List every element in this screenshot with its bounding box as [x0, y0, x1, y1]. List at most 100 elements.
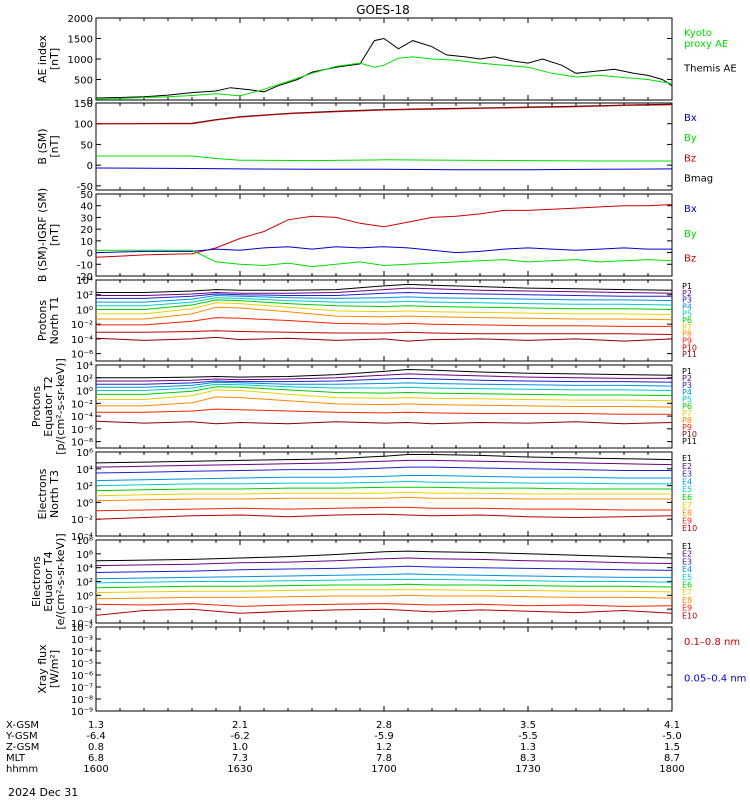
axis-row-value: 1.3: [520, 742, 536, 753]
y-tick-label: 10⁴: [76, 361, 93, 372]
legend-entry: P10: [682, 430, 697, 439]
axis-row-value: 1.2: [376, 742, 392, 753]
axis-row-value: 2.1: [232, 720, 248, 731]
legend-entry: P3: [682, 296, 692, 305]
panel-bsm: -50 0 50 100 150 B (SM) [nT] Bx By Bz Bmag: [36, 99, 713, 193]
y-tick-label: 10⁻⁶: [71, 425, 93, 436]
axis-row-value: 1630: [227, 764, 252, 775]
y-tick-label: 10⁻⁴: [71, 647, 93, 658]
series-p4: [96, 381, 673, 388]
axis-row-value: -5.5: [518, 731, 538, 742]
panel-xray: 10⁻⁹10⁻⁸10⁻⁷10⁻⁶10⁻⁵10⁻⁴10⁻³10⁻² Xray flu…: [36, 623, 746, 718]
axis-row-value: 6.8: [88, 753, 104, 764]
axis-row-value: 3.5: [520, 720, 536, 731]
series-themis-ae: [95, 37, 673, 99]
legend-entry: P4: [682, 302, 692, 311]
y-tick-label: 10: [80, 237, 93, 248]
legend-entry: E2: [682, 462, 692, 471]
axis-row-value: 2.8: [376, 720, 392, 731]
series-p1: [96, 368, 673, 379]
series-e5: [95, 480, 672, 487]
series-e9: [95, 603, 673, 607]
axis-row-value: 1600: [83, 764, 108, 775]
y-axis-label: Equator T2: [42, 376, 55, 436]
legend-entry: E6: [682, 581, 692, 590]
y-tick-label: 100: [74, 120, 93, 131]
series-by: [96, 249, 673, 268]
y-tick-label: 2000: [68, 14, 93, 25]
series-e6: [95, 583, 673, 589]
y-tick-label: -50: [77, 182, 93, 193]
y-tick-label: -10: [77, 260, 93, 271]
y-axis-label: [e/(cm²-s-sr-keV)]: [54, 533, 67, 629]
y-axis-label: B (SM): [36, 128, 49, 164]
y-tick-label: 10⁰: [76, 498, 93, 509]
axis-row-value: 0.8: [88, 742, 104, 753]
plot-title: GOES-18: [356, 3, 410, 17]
axis-row-value: 4.1: [664, 720, 680, 731]
y-tick-label: 10²: [76, 578, 93, 589]
series-e1: [95, 550, 673, 562]
y-tick-label: 0: [87, 96, 93, 107]
legend-entry: Bmag: [684, 174, 713, 185]
y-axis-label: Electrons: [36, 468, 49, 519]
series-p6: [96, 386, 673, 397]
series-by: [96, 155, 672, 162]
legend-entry: Kyoto: [684, 28, 712, 39]
legend-entry: E10: [682, 611, 697, 620]
y-tick-label: 10⁻²: [71, 623, 93, 634]
legend-entry: By: [684, 229, 697, 240]
y-tick-label: 10⁻²: [71, 515, 93, 526]
y-tick-label: 10⁻⁹: [71, 707, 93, 718]
y-tick-label: 10⁴: [76, 564, 93, 575]
legend-entry: P6: [682, 402, 692, 411]
legend-entry: E3: [682, 557, 692, 566]
legend-entry: E2: [682, 550, 692, 559]
legend-entry: E9: [682, 604, 692, 613]
legend-entry: P3: [682, 381, 692, 390]
y-axis-label: Protons: [36, 300, 49, 341]
panel-frame: [95, 626, 673, 712]
y-tick-label: 10⁶: [76, 448, 93, 459]
series-p10: [95, 420, 673, 425]
legend-entry: E8: [682, 509, 692, 518]
axis-row-value: -5.9: [374, 731, 394, 742]
y-tick-label: 10⁻²: [71, 605, 93, 616]
legend-entry: 0.1–0.8 nm: [684, 637, 740, 648]
y-tick-label: 500: [74, 76, 93, 87]
y-tick-label: 10²: [76, 482, 93, 493]
legend-entry: P9: [682, 423, 692, 432]
series-e1: [95, 454, 673, 464]
y-tick-label: 1500: [68, 35, 93, 46]
y-tick-label: 10⁻²: [71, 320, 93, 331]
legend-entry: E6: [682, 493, 692, 502]
y-tick-label: 50: [80, 190, 93, 201]
series-e8: [95, 496, 672, 502]
y-tick-label: 10²: [76, 291, 93, 302]
legend-entry: P11: [682, 350, 697, 359]
legend-entry: P9: [682, 337, 692, 346]
axis-row-value: -6.2: [230, 731, 250, 742]
legend-entry: proxy AE: [684, 39, 728, 50]
axis-row-value: 1.0: [232, 742, 248, 753]
legend-entry: Bz: [684, 254, 696, 265]
y-axis-label: Protons: [30, 386, 43, 427]
series-p2: [96, 287, 673, 296]
series-bz: [95, 204, 673, 258]
axis-row-value: -5.0: [662, 731, 682, 742]
series-e7: [95, 589, 673, 594]
axis-row-value: 8.3: [520, 753, 536, 764]
legend-entry: E5: [682, 485, 692, 494]
series-p6: [96, 299, 673, 310]
series-e5: [95, 578, 673, 584]
y-axis-label: [nT]: [48, 224, 61, 246]
series-e2: [95, 459, 673, 468]
y-tick-label: 40: [80, 202, 93, 213]
y-tick-label: 1000: [68, 55, 93, 66]
y-tick-label: 10⁻⁷: [71, 683, 93, 694]
legend-entry: P2: [682, 374, 692, 383]
axis-row-value: 1700: [371, 764, 396, 775]
y-tick-label: 10⁰: [76, 591, 93, 602]
legend-entry: By: [684, 133, 697, 144]
